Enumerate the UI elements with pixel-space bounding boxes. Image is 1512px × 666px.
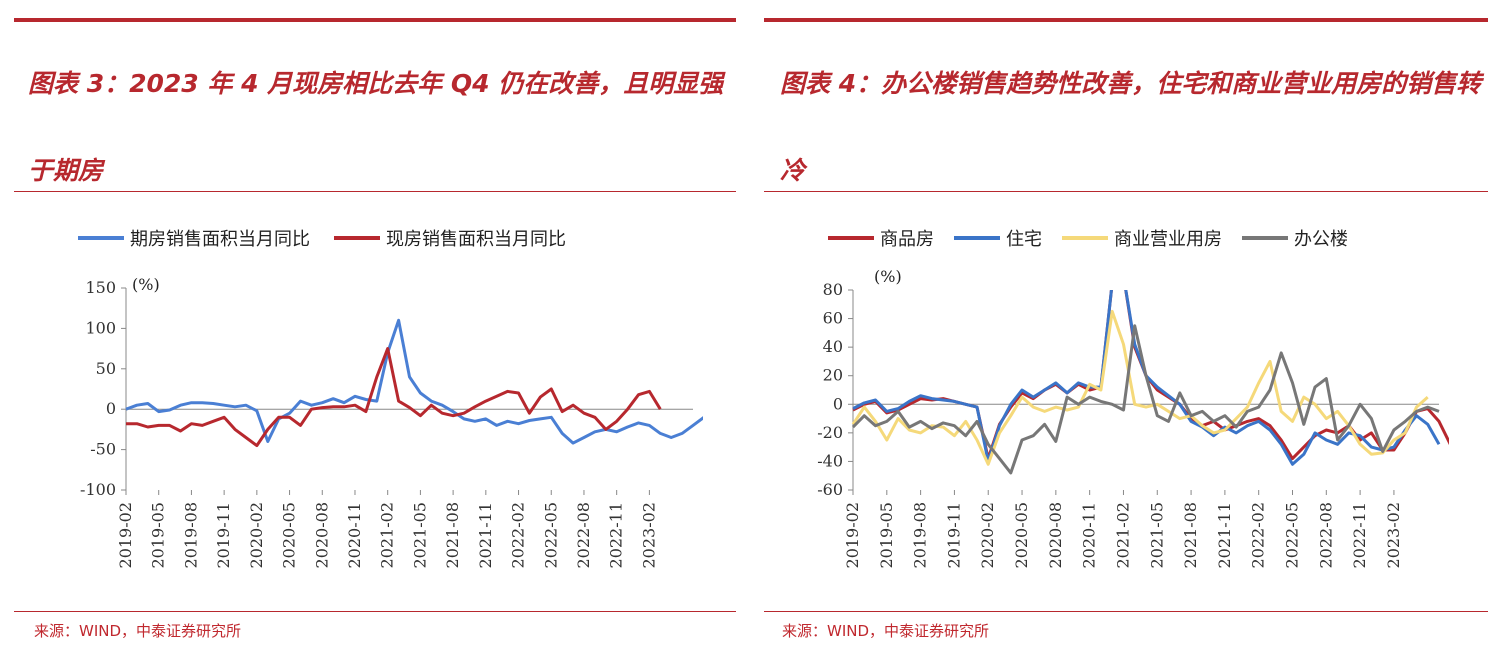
x-tick-label: 2023-02: [639, 502, 658, 568]
y-tick-label: 20: [823, 366, 843, 385]
series-line-1: [125, 318, 703, 445]
x-tick-label: 2020-02: [247, 502, 266, 568]
bottom-rule: [764, 611, 1488, 612]
y-tick-label: 0: [106, 399, 116, 418]
series-line-2: [126, 347, 662, 448]
y-tick-label: 40: [823, 337, 843, 356]
y-tick-label: 100: [85, 318, 116, 337]
x-tick-label: 2020-05: [280, 502, 299, 568]
x-tick-label: 2020-08: [1046, 502, 1065, 568]
y-tick-label: 0: [833, 394, 843, 413]
title-divider: [764, 191, 1488, 192]
x-tick-label: 2020-05: [1012, 502, 1031, 568]
figure-title: 图表 4：办公楼销售趋势性改善，住宅和商业营业用房的销售转冷: [780, 69, 1482, 185]
x-tick-label: 2020-08: [312, 502, 331, 568]
title-divider: [14, 191, 736, 192]
figure-title: 图表 3：2023 年 4 月现房相比去年 Q4 仍在改善，且明显强于期房: [28, 69, 724, 185]
x-tick-label: 2022-02: [1249, 502, 1268, 568]
x-tick-label: 2019-11: [214, 502, 233, 568]
x-tick-label: 2019-08: [911, 502, 930, 568]
x-tick-label: 2022-11: [607, 502, 626, 568]
source-note: 来源：WIND，中泰证券研究所: [782, 622, 990, 640]
x-tick-label: 2022-08: [574, 502, 593, 568]
y-tick-label: 80: [823, 280, 843, 299]
x-tick-label: 2022-05: [541, 502, 560, 568]
x-tick-label: 2019-02: [116, 502, 135, 568]
x-tick-label: 2019-05: [149, 502, 168, 568]
legend-label-3: 商业营业用房: [1114, 229, 1222, 250]
bottom-rule: [14, 611, 736, 612]
x-tick-label: 2021-02: [1113, 502, 1132, 568]
x-tick-label: 2023-02: [1384, 502, 1403, 568]
x-tick-label: 2021-05: [410, 502, 429, 568]
x-tick-label: 2021-02: [378, 502, 397, 568]
y-tick-label: 150: [85, 278, 116, 297]
x-tick-label: 2022-02: [509, 502, 528, 568]
legend-label-4: 办公楼: [1294, 229, 1348, 250]
y-tick-label: -50: [90, 440, 116, 459]
x-tick-label: 2022-05: [1283, 502, 1302, 568]
legend-label-1: 期房销售面积当月同比: [130, 229, 310, 250]
y-tick-label: 60: [823, 309, 843, 328]
series-line-4: [851, 324, 1440, 475]
x-tick-label: 2022-11: [1350, 502, 1369, 568]
right-figure-panel: 图表 4：办公楼销售趋势性改善，住宅和商业营业用房的销售转冷 80 60 40 20 0…: [756, 0, 1512, 666]
top-rule: [14, 18, 736, 22]
x-tick-label: 2021-11: [476, 502, 495, 568]
y-tick-label: -60: [817, 480, 843, 499]
x-tick-label: 2020-02: [978, 502, 997, 568]
x-tick-label: 2022-08: [1316, 502, 1335, 568]
legend-label-2: 现房销售面积当月同比: [386, 229, 566, 250]
top-rule: [764, 18, 1488, 22]
unit-label: (%): [874, 267, 902, 286]
x-tick-label: 2019-11: [944, 502, 963, 568]
legend-label-2: 住宅: [1006, 229, 1042, 250]
unit-label: (%): [132, 275, 160, 294]
left-figure-panel: 图表 3：2023 年 4 月现房相比去年 Q4 仍在改善，且明显强于期房 15…: [14, 18, 736, 640]
y-tick-label: -20: [817, 423, 843, 442]
x-tick-label: 2021-05: [1147, 502, 1166, 568]
x-tick-label: 2019-08: [181, 502, 200, 568]
x-tick-label: 2021-08: [443, 502, 462, 568]
y-tick-label: -100: [80, 480, 116, 499]
series-line-1: [852, 290, 1449, 461]
legend-label-1: 商品房: [880, 229, 934, 250]
x-tick-label: 2020-11: [345, 502, 364, 568]
x-tick-label: 2021-08: [1181, 502, 1200, 568]
y-tick-label: -40: [817, 451, 843, 470]
y-tick-label: 50: [96, 359, 116, 378]
x-tick-label: 2021-11: [1215, 502, 1234, 568]
x-tick-label: 2020-11: [1080, 502, 1099, 568]
x-tick-label: 2019-05: [877, 502, 896, 568]
x-tick-label: 2019-02: [843, 502, 862, 568]
source-note: 来源：WIND，中泰证券研究所: [34, 622, 242, 640]
